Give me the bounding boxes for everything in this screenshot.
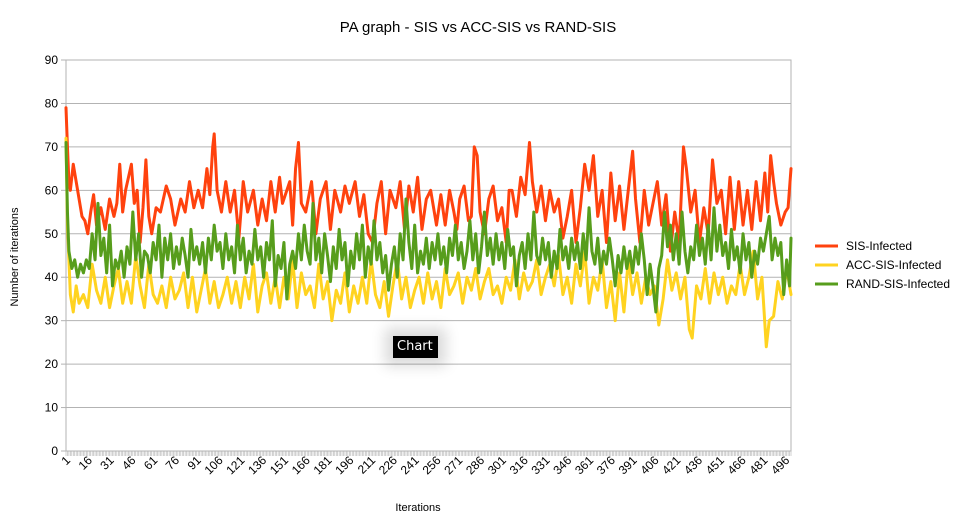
x-tick-label-106: 106 xyxy=(202,453,226,477)
x-tick-label-451: 451 xyxy=(703,453,727,477)
x-tick-label-241: 241 xyxy=(398,453,422,477)
series-line-2 xyxy=(64,136,793,349)
y-tick-label-30: 30 xyxy=(45,314,59,328)
y-tick-label-40: 40 xyxy=(45,270,59,284)
x-tick-label-316: 316 xyxy=(507,453,531,477)
x-tick-label-331: 331 xyxy=(529,453,553,477)
y-tick-label-70: 70 xyxy=(45,140,59,154)
x-tick-label-226: 226 xyxy=(376,453,400,477)
x-tick-label-121: 121 xyxy=(223,453,247,477)
x-tick-label-211: 211 xyxy=(355,453,379,477)
y-tick-label-10: 10 xyxy=(45,401,59,415)
x-tick-label-361: 361 xyxy=(572,453,596,477)
y-tick-label-20: 20 xyxy=(45,357,59,371)
x-tick-labels: 1 16 31 46 61 76 91106121136151166181196211226… xyxy=(58,453,792,477)
x-tick-label-436: 436 xyxy=(681,453,705,477)
series-line-3 xyxy=(64,141,793,314)
x-tick-label-271: 271 xyxy=(441,453,465,477)
x-tick-label-166: 166 xyxy=(289,453,313,477)
x-tick-label-391: 391 xyxy=(616,453,640,477)
x-tick-label-151: 151 xyxy=(267,453,291,477)
y-axis-title: Number of iterations xyxy=(9,207,21,307)
y-tick-label-0: 0 xyxy=(51,444,58,458)
x-tick-label-196: 196 xyxy=(332,453,356,477)
x-tick-label-421: 421 xyxy=(659,453,683,477)
x-tick-label-256: 256 xyxy=(420,453,444,477)
x-axis-title: Iterations xyxy=(395,502,441,514)
series-lines xyxy=(64,106,793,349)
x-minor-ticks xyxy=(65,451,792,456)
y-tick-label-80: 80 xyxy=(45,96,59,110)
x-tick-label-136: 136 xyxy=(245,453,269,477)
legend-label-2: ACC-SIS-Infected xyxy=(846,258,941,272)
x-minor-tick-marks xyxy=(65,451,792,456)
x-tick-label-496: 496 xyxy=(768,453,792,477)
y-tick-labels: 0 10 20 30 40 50 60 70 80 90 xyxy=(45,53,59,458)
x-tick-label-466: 466 xyxy=(725,453,749,477)
x-tick-label-181: 181 xyxy=(311,453,335,477)
x-tick-label-481: 481 xyxy=(746,453,770,477)
y-tick-label-50: 50 xyxy=(45,227,59,241)
y-grid-lines xyxy=(61,59,791,452)
chart-tooltip: Chart xyxy=(393,336,438,358)
x-tick-label-286: 286 xyxy=(463,453,487,477)
x-tick-label-406: 406 xyxy=(637,453,661,477)
legend-label-3: RAND-SIS-Infected xyxy=(846,277,950,291)
x-tick-label-301: 301 xyxy=(485,453,509,477)
x-tick-label-376: 376 xyxy=(594,453,618,477)
x-tick-label-346: 346 xyxy=(550,453,574,477)
legend-label-1: SIS-Infected xyxy=(846,239,912,253)
chart-title: PA graph - SIS vs ACC-SIS vs RAND-SIS xyxy=(340,19,616,36)
y-tick-label-60: 60 xyxy=(45,183,59,197)
legend: SIS-Infected ACC-SIS-Infected RAND-SIS-Inf… xyxy=(815,239,950,291)
y-tick-label-90: 90 xyxy=(45,53,59,67)
